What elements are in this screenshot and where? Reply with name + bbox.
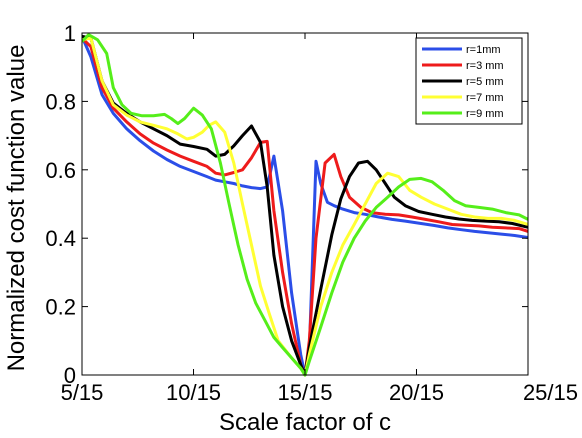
- legend-label: r=5 mm: [466, 76, 504, 88]
- legend-label: r=1mm: [466, 44, 501, 56]
- y-axis-title: Normalized cost function value: [3, 45, 30, 372]
- y-tick-labels: 0 0.2 0.4 0.6 0.8 1: [45, 21, 76, 388]
- y-tick-label: 0: [64, 363, 76, 388]
- x-tick-labels: 5/15 10/15 15/15 20/15 25/15: [61, 380, 578, 405]
- legend-label: r=9 mm: [466, 108, 504, 120]
- legend: r=1mm r=3 mm r=5 mm r=7 mm r=9 mm: [415, 37, 523, 125]
- legend-label: r=7 mm: [466, 92, 504, 104]
- x-axis-title: Scale factor of c: [219, 409, 391, 436]
- series-line-5: [82, 33, 528, 377]
- x-tick-label: 15/15: [277, 380, 332, 405]
- x-tick-label: 25/15: [523, 380, 578, 405]
- y-tick-label: 0.8: [45, 89, 76, 114]
- y-tick-label: 0.6: [45, 158, 76, 183]
- y-tick-label: 1: [64, 21, 76, 46]
- x-tick-label: 20/15: [389, 380, 444, 405]
- axis-ticks: [81, 32, 529, 376]
- legend-label: r=3 mm: [466, 60, 504, 72]
- y-tick-label: 0.2: [45, 295, 76, 320]
- series-line-3: [82, 34, 528, 377]
- series-layer: [82, 33, 528, 377]
- x-tick-label: 5/15: [61, 380, 104, 405]
- series-line-1: [82, 35, 528, 377]
- x-tick-label: 10/15: [166, 380, 221, 405]
- y-tick-label: 0.4: [45, 226, 76, 251]
